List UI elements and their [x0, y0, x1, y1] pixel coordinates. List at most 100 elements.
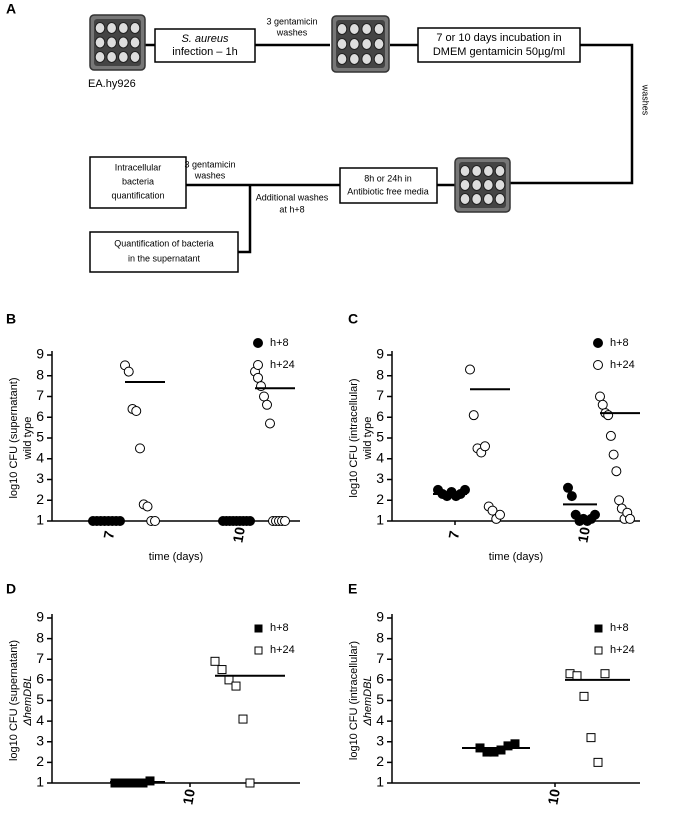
point: [608, 449, 619, 460]
y-tick-label: 4: [36, 449, 44, 465]
well: [373, 53, 385, 65]
step-text: 3 gentamicin: [184, 159, 235, 169]
well: [459, 179, 471, 191]
well: [471, 193, 482, 205]
well: [494, 179, 506, 191]
well: [361, 38, 372, 50]
point: [256, 381, 266, 392]
box: [89, 156, 187, 209]
x-tick-label: 10: [544, 788, 562, 806]
legend-label: h+24: [610, 644, 635, 656]
x-tick-label: 10: [574, 526, 592, 544]
panel-label: B: [6, 311, 16, 327]
point: [495, 509, 505, 520]
well: [94, 51, 106, 63]
legend-marker: [593, 338, 603, 348]
well: [118, 22, 129, 34]
point: [468, 410, 479, 421]
plate-inner: [336, 20, 385, 68]
well: [471, 179, 482, 191]
point: [487, 505, 498, 516]
y-tick-label: 5: [376, 691, 384, 707]
y-tick-label: 1: [376, 774, 384, 790]
well: [483, 193, 494, 205]
y-axis-label: log10 CFU (intracellular): [348, 378, 360, 497]
y-tick-label: 3: [376, 470, 384, 486]
y-tick-label: 4: [376, 712, 384, 728]
x-tick-label: 7: [445, 529, 462, 540]
well: [459, 165, 471, 177]
y-axis-label: wild type: [362, 417, 374, 461]
y-tick-label: 3: [36, 732, 44, 748]
box: [89, 231, 239, 273]
y-tick-label: 4: [36, 712, 44, 728]
y-tick-label: 7: [36, 387, 44, 403]
legend-marker: [254, 624, 263, 633]
point: [280, 516, 290, 526]
box-text: S. aureus: [181, 33, 229, 45]
well: [349, 53, 360, 65]
y-tick-label: 2: [36, 753, 44, 769]
y-tick-label: 9: [36, 346, 44, 362]
panel-d: D 1 2 3 4 5 6 7 8 9 log10 CFU (supernatant) ΔhemDBL…: [6, 581, 300, 806]
point: [210, 656, 220, 666]
y-tick-label: 7: [36, 650, 44, 666]
y-axis-label: log10 CFU (supernatant): [8, 377, 20, 498]
well: [94, 36, 106, 49]
well: [494, 193, 506, 205]
box: [339, 167, 438, 204]
legend-marker: [253, 338, 263, 348]
y-tick-label: 1: [376, 512, 384, 528]
panel-b: B 1 2 3 4 5 6 7 8 9 log10 CFU (supernatant) wild ty…: [6, 311, 300, 563]
legend-label: h+8: [610, 622, 629, 634]
y-tick-label: 7: [376, 387, 384, 403]
legend-marker: [593, 360, 603, 370]
well: [349, 23, 360, 35]
panel-label: E: [348, 581, 357, 597]
well: [118, 51, 129, 63]
box-text: bacteria: [122, 176, 154, 186]
y-tick-label: 6: [376, 408, 384, 424]
y-tick-label: 5: [36, 429, 44, 445]
y-tick-label: 4: [376, 449, 384, 465]
legend-marker: [594, 646, 603, 655]
step-text: washes: [194, 170, 226, 180]
box-text: infection – 1h: [172, 46, 237, 58]
box-text: Intracellular: [115, 162, 162, 172]
y-tick-label: 5: [36, 691, 44, 707]
y-axis-label: ΔhemDBL: [22, 675, 34, 726]
y-tick-label: 2: [36, 491, 44, 507]
x-tick-label: 10: [229, 526, 247, 544]
well: [129, 36, 141, 49]
y-tick-label: 3: [36, 470, 44, 486]
y-tick-label: 8: [376, 629, 384, 645]
step-text: washes: [641, 84, 651, 116]
well: [106, 36, 117, 49]
box: [154, 28, 256, 63]
well: [373, 38, 385, 50]
legend-label: h+8: [270, 337, 289, 349]
point: [597, 399, 608, 410]
legend-marker: [254, 646, 263, 655]
well: [361, 53, 372, 65]
x-axis-label: time (days): [149, 551, 203, 563]
step-text: Additional washes: [256, 192, 329, 202]
y-tick-label: 8: [36, 629, 44, 645]
well: [459, 193, 471, 205]
legend-label: h+8: [610, 337, 629, 349]
box-text: 8h or 24h in: [364, 173, 412, 183]
well: [94, 22, 106, 34]
well: [106, 22, 117, 34]
point: [611, 466, 622, 477]
point: [595, 391, 605, 402]
y-tick-label: 9: [376, 609, 384, 625]
y-tick-label: 2: [376, 491, 384, 507]
y-axis-label: log10 CFU (intracellular): [348, 641, 360, 760]
point: [245, 778, 255, 788]
point: [142, 501, 153, 512]
point: [238, 714, 248, 724]
well: [118, 36, 129, 49]
box: [417, 27, 581, 63]
point: [563, 482, 573, 493]
